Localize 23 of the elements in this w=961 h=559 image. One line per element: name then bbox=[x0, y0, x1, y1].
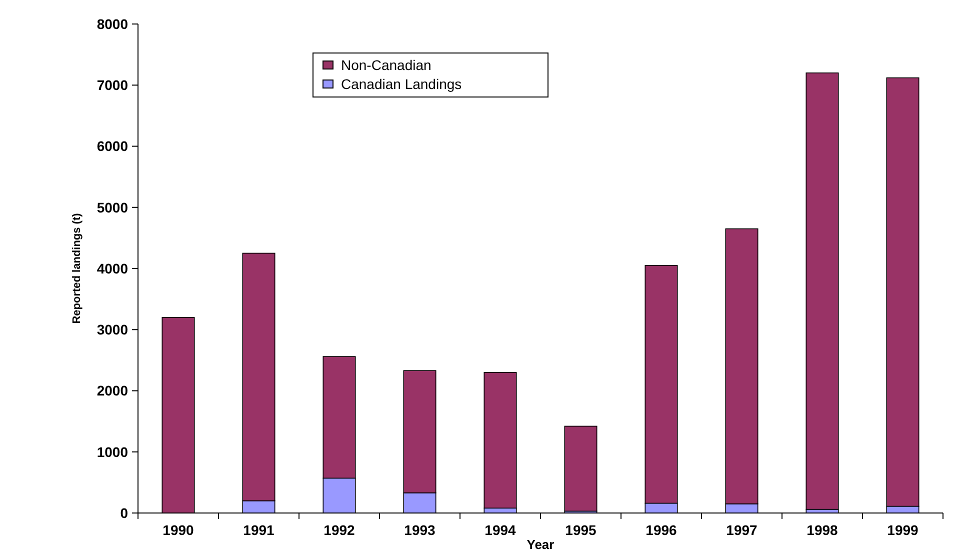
x-tick-label: 1996 bbox=[646, 522, 678, 538]
x-tick-label: 1994 bbox=[484, 522, 516, 538]
y-tick-label: 4000 bbox=[96, 260, 128, 276]
x-tick-label: 1995 bbox=[565, 522, 597, 538]
legend-label: Canadian Landings bbox=[341, 76, 462, 92]
y-tick-label: 2000 bbox=[96, 382, 128, 399]
legend-label: Non-Canadian bbox=[341, 56, 432, 73]
x-tick-label: 1991 bbox=[243, 522, 275, 538]
y-axis-title: Reported landings (t) bbox=[71, 212, 83, 324]
x-tick-label: 1999 bbox=[887, 522, 919, 538]
y-tick-label: 3000 bbox=[96, 322, 128, 338]
x-tick-label: 1997 bbox=[726, 522, 758, 538]
x-tick-label: 1992 bbox=[324, 522, 356, 538]
x-axis-title: Year bbox=[526, 537, 554, 552]
y-tick-label: 6000 bbox=[96, 138, 128, 154]
y-tick-label: 8000 bbox=[96, 16, 128, 32]
x-tick-label: 1993 bbox=[404, 522, 436, 538]
y-tick-label: 1000 bbox=[96, 444, 128, 460]
y-tick-label: 7000 bbox=[96, 77, 128, 94]
y-tick-label: 5000 bbox=[96, 199, 128, 216]
x-tick-label: 1998 bbox=[806, 522, 838, 538]
x-tick-label: 1990 bbox=[162, 522, 194, 538]
y-tick-label: 0 bbox=[120, 504, 128, 521]
